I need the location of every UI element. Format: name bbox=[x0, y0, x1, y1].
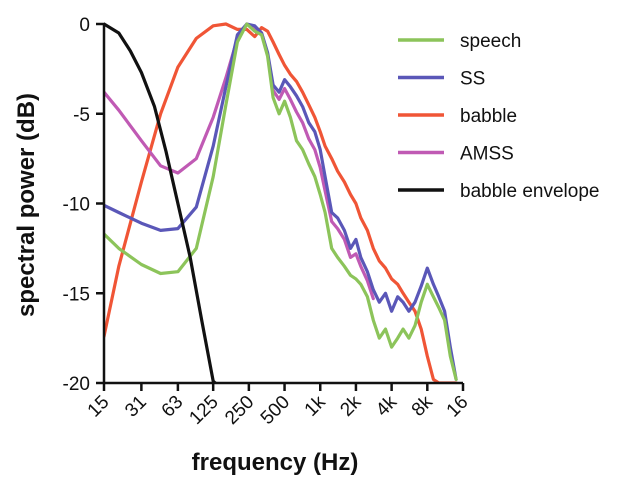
legend-label-babble: babble bbox=[460, 106, 517, 127]
x-tick-label: 1k bbox=[301, 391, 330, 420]
series-line-babble-envelope bbox=[104, 22, 217, 383]
y-tick-label: 0 bbox=[79, 15, 90, 36]
y-axis-title: spectral power (dB) bbox=[13, 93, 40, 317]
series-line-babble bbox=[104, 22, 458, 383]
series-line-ss bbox=[104, 22, 458, 381]
x-tick-label: 8k bbox=[408, 391, 437, 420]
legend-label-ss: SS bbox=[460, 69, 485, 90]
x-tick-label: 250 bbox=[221, 392, 258, 429]
x-tick-label: 15 bbox=[84, 392, 114, 422]
x-tick-label: 4k bbox=[372, 391, 401, 420]
x-tick-label: 125 bbox=[185, 392, 222, 429]
x-tick-label: 31 bbox=[121, 392, 151, 422]
series-line-amss bbox=[104, 22, 375, 301]
series-layer bbox=[104, 22, 458, 383]
x-tick-label: 2k bbox=[336, 391, 365, 420]
y-tick-label: -5 bbox=[73, 105, 90, 126]
legend: speech SS babble AMSS babble envelope bbox=[398, 31, 599, 202]
legend-label-babble-envelope: babble envelope bbox=[460, 181, 599, 202]
x-tick-label: 16 bbox=[443, 392, 473, 422]
legend-label-speech: speech bbox=[460, 31, 521, 52]
x-tick-label: 63 bbox=[158, 392, 188, 422]
series-line-speech bbox=[104, 22, 458, 381]
y-tick-label: -20 bbox=[63, 374, 90, 395]
y-tick-label: -10 bbox=[63, 195, 90, 216]
x-tick-label: 500 bbox=[257, 392, 294, 429]
y-tick-label: -15 bbox=[63, 284, 90, 305]
x-axis-title: frequency (Hz) bbox=[192, 449, 359, 476]
legend-label-amss: AMSS bbox=[460, 144, 514, 165]
